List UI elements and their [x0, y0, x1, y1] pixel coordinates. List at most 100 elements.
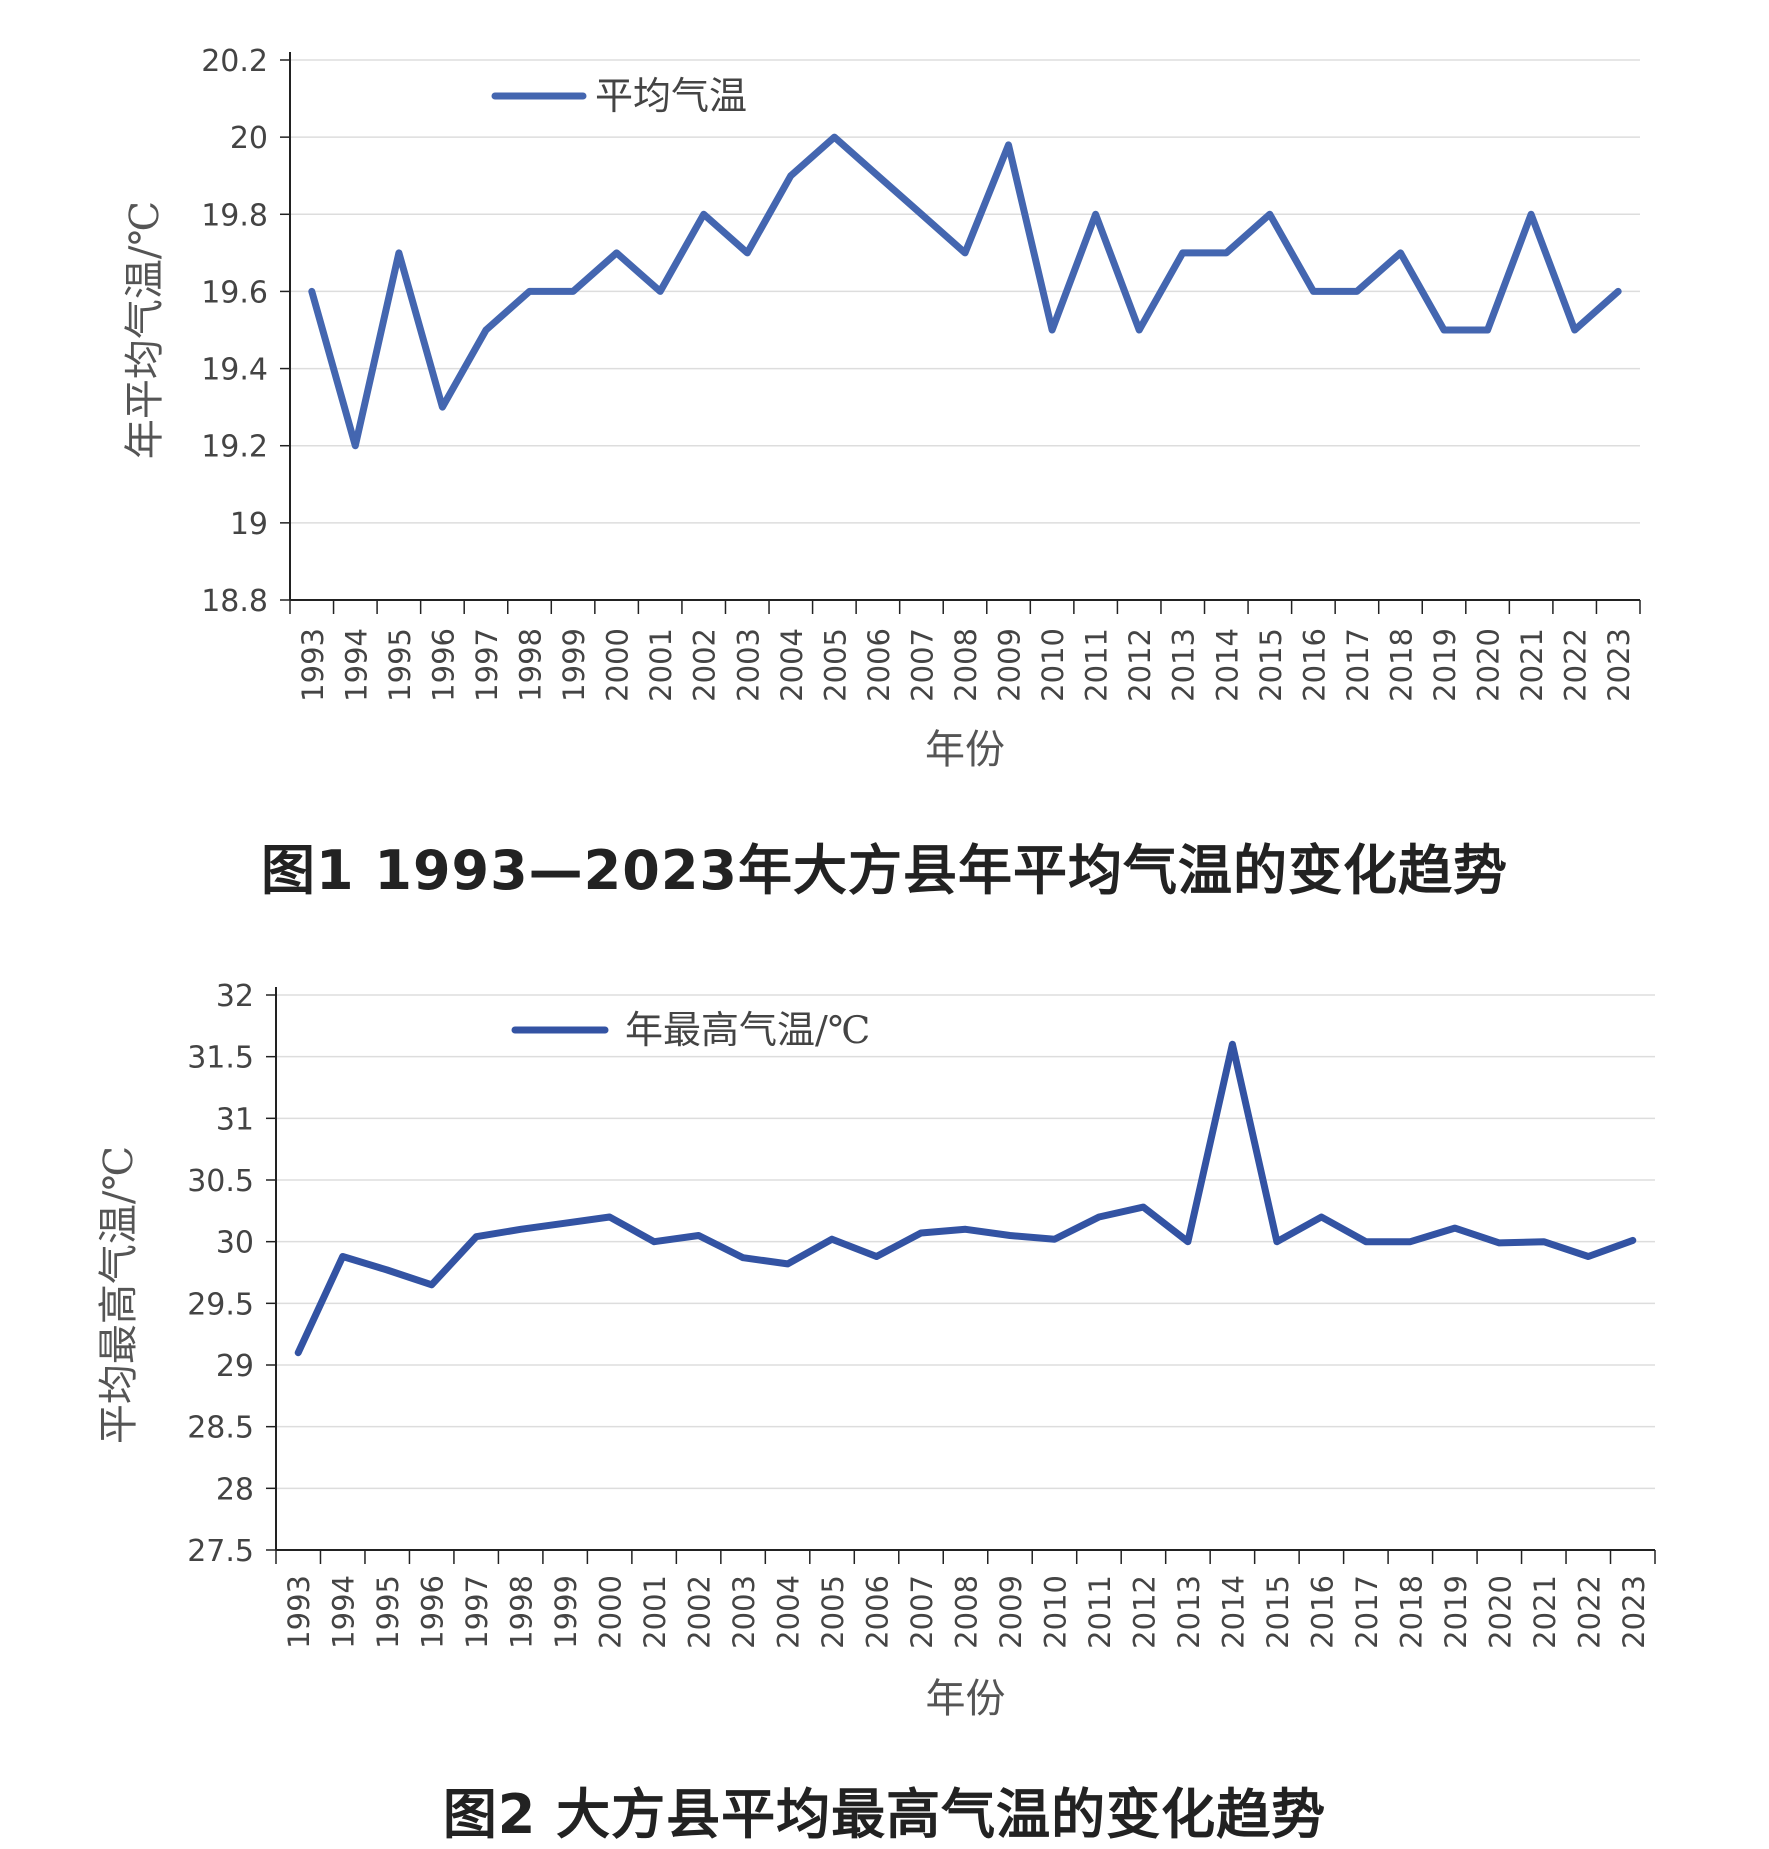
x-tick-label: 2016	[1297, 628, 1331, 702]
figure-1-caption: 图1 1993—2023年大方县年平均气温的变化趋势	[261, 839, 1508, 902]
x-tick-label: 2016	[1305, 1575, 1339, 1649]
y-tick-label: 19.6	[201, 275, 268, 310]
x-tick-label: 1994	[327, 1575, 361, 1649]
y-tick-label: 28	[216, 1472, 254, 1507]
x-tick-label: 1994	[339, 628, 373, 702]
data-point	[483, 327, 489, 333]
data-point	[384, 1267, 390, 1273]
x-tick-label: 2005	[818, 628, 852, 702]
x-axis-label: 年份	[926, 1676, 1006, 1722]
x-tick-label: 1993	[282, 1575, 316, 1649]
data-point	[963, 1226, 969, 1232]
data-point	[1407, 1239, 1413, 1245]
x-tick-label: 2021	[1528, 1575, 1562, 1649]
data-point	[1180, 250, 1186, 256]
x-tick-label: 2010	[1038, 1575, 1072, 1649]
x-tick-label: 2000	[601, 628, 635, 702]
x-tick-label: 2001	[638, 1575, 672, 1649]
data-point	[701, 211, 707, 217]
x-tick-label: 2003	[731, 628, 765, 702]
data-point	[1585, 1253, 1591, 1259]
data-point	[1310, 288, 1316, 294]
data-point	[1354, 288, 1360, 294]
data-point	[1136, 327, 1142, 333]
data-point	[396, 250, 402, 256]
x-tick-label: 2022	[1559, 628, 1593, 702]
data-point	[1229, 1041, 1235, 1047]
y-tick-label: 20	[230, 121, 268, 156]
legend-label: 年最高气温/℃	[625, 1008, 870, 1052]
chart-2: 27.5 28 28.5 29 29.5 30 30.5 31 31.5 32 1993 1994 19…	[96, 979, 1656, 1722]
x-tick-label: 2009	[994, 1575, 1028, 1649]
data-point	[518, 1226, 524, 1232]
legend-label: 平均气温	[595, 74, 747, 118]
x-tick-label: 2009	[993, 628, 1027, 702]
data-point	[429, 1282, 435, 1288]
x-tick-label: 2006	[862, 628, 896, 702]
data-point	[562, 1220, 568, 1226]
data-point	[696, 1233, 702, 1239]
data-point	[875, 173, 881, 179]
y-tick-label: 31.5	[187, 1041, 254, 1076]
y-tick-label: 28.5	[187, 1411, 254, 1446]
x-tick-label: 2008	[950, 1575, 984, 1649]
x-tick-label: 2017	[1350, 1575, 1384, 1649]
x-tick-label: 1995	[383, 628, 417, 702]
y-axis-label: 平均最高气温/℃	[96, 1146, 142, 1444]
data-point	[1452, 1225, 1458, 1231]
data-point	[1630, 1237, 1636, 1243]
x-tick-label: 1998	[514, 628, 548, 702]
x-tick-label: 2011	[1080, 628, 1114, 702]
x-tick-label: 2004	[775, 628, 809, 702]
x-tick-label: 2014	[1210, 628, 1244, 702]
data-point	[295, 1350, 301, 1356]
data-point	[1274, 1239, 1280, 1245]
data-point	[1572, 327, 1578, 333]
x-tick-label: 2014	[1216, 1575, 1250, 1649]
x-tick-label: 2015	[1254, 628, 1288, 702]
data-point	[788, 173, 794, 179]
data-point	[340, 1253, 346, 1259]
data-point	[785, 1261, 791, 1267]
x-tick-label: 2013	[1167, 628, 1201, 702]
x-tick-label: 2002	[683, 1575, 717, 1649]
y-tick-label: 19.8	[201, 198, 268, 233]
data-point	[607, 1214, 613, 1220]
series-line	[308, 133, 1622, 450]
y-tick-label: 18.8	[201, 584, 268, 619]
data-point	[614, 250, 620, 256]
x-axis-label: 年份	[925, 727, 1005, 773]
x-tick-label: 2015	[1261, 1575, 1295, 1649]
data-point	[1496, 1240, 1502, 1246]
x-tick-label: 2020	[1483, 1575, 1517, 1649]
x-tick-label: 1998	[505, 1575, 539, 1649]
data-point	[1318, 1214, 1324, 1220]
y-tick-label: 27.5	[187, 1534, 254, 1569]
data-point	[473, 1234, 479, 1240]
y-tick-label: 32	[216, 979, 254, 1014]
x-tick-label: 2013	[1172, 1575, 1206, 1649]
x-tick-label: 2023	[1617, 1575, 1651, 1649]
x-tick-label: 2018	[1384, 628, 1418, 702]
y-tick-label: 19.2	[201, 430, 268, 465]
x-tick-label: 2018	[1394, 1575, 1428, 1649]
x-tick-label: 2011	[1083, 1575, 1117, 1649]
data-point	[1185, 1239, 1191, 1245]
x-tick-label: 1999	[549, 1575, 583, 1649]
x-tick-label: 2006	[861, 1575, 895, 1649]
x-tick-label: 2001	[644, 628, 678, 702]
chart-1: 18.8 19 19.2 19.4 19.6 19.8 20 20.2 1993 1994 1995…	[122, 44, 1641, 773]
data-point	[1541, 1239, 1547, 1245]
data-point	[918, 211, 924, 217]
x-tick-label: 2008	[949, 628, 983, 702]
data-point	[1441, 327, 1447, 333]
y-tick-label: 29.5	[187, 1287, 254, 1322]
x-tick-label: 1995	[371, 1575, 405, 1649]
data-point	[1223, 250, 1229, 256]
data-point	[1096, 1214, 1102, 1220]
x-tick-label: 1997	[470, 628, 504, 702]
data-point	[1485, 327, 1491, 333]
data-point	[1363, 1239, 1369, 1245]
data-point	[1049, 327, 1055, 333]
x-tick-label: 2023	[1602, 628, 1636, 702]
